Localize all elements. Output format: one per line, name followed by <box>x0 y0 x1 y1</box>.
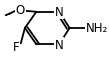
Text: O: O <box>16 4 25 17</box>
Text: N: N <box>55 6 64 19</box>
Text: F: F <box>13 41 19 53</box>
Text: NH₂: NH₂ <box>85 22 108 35</box>
Text: N: N <box>55 38 64 51</box>
